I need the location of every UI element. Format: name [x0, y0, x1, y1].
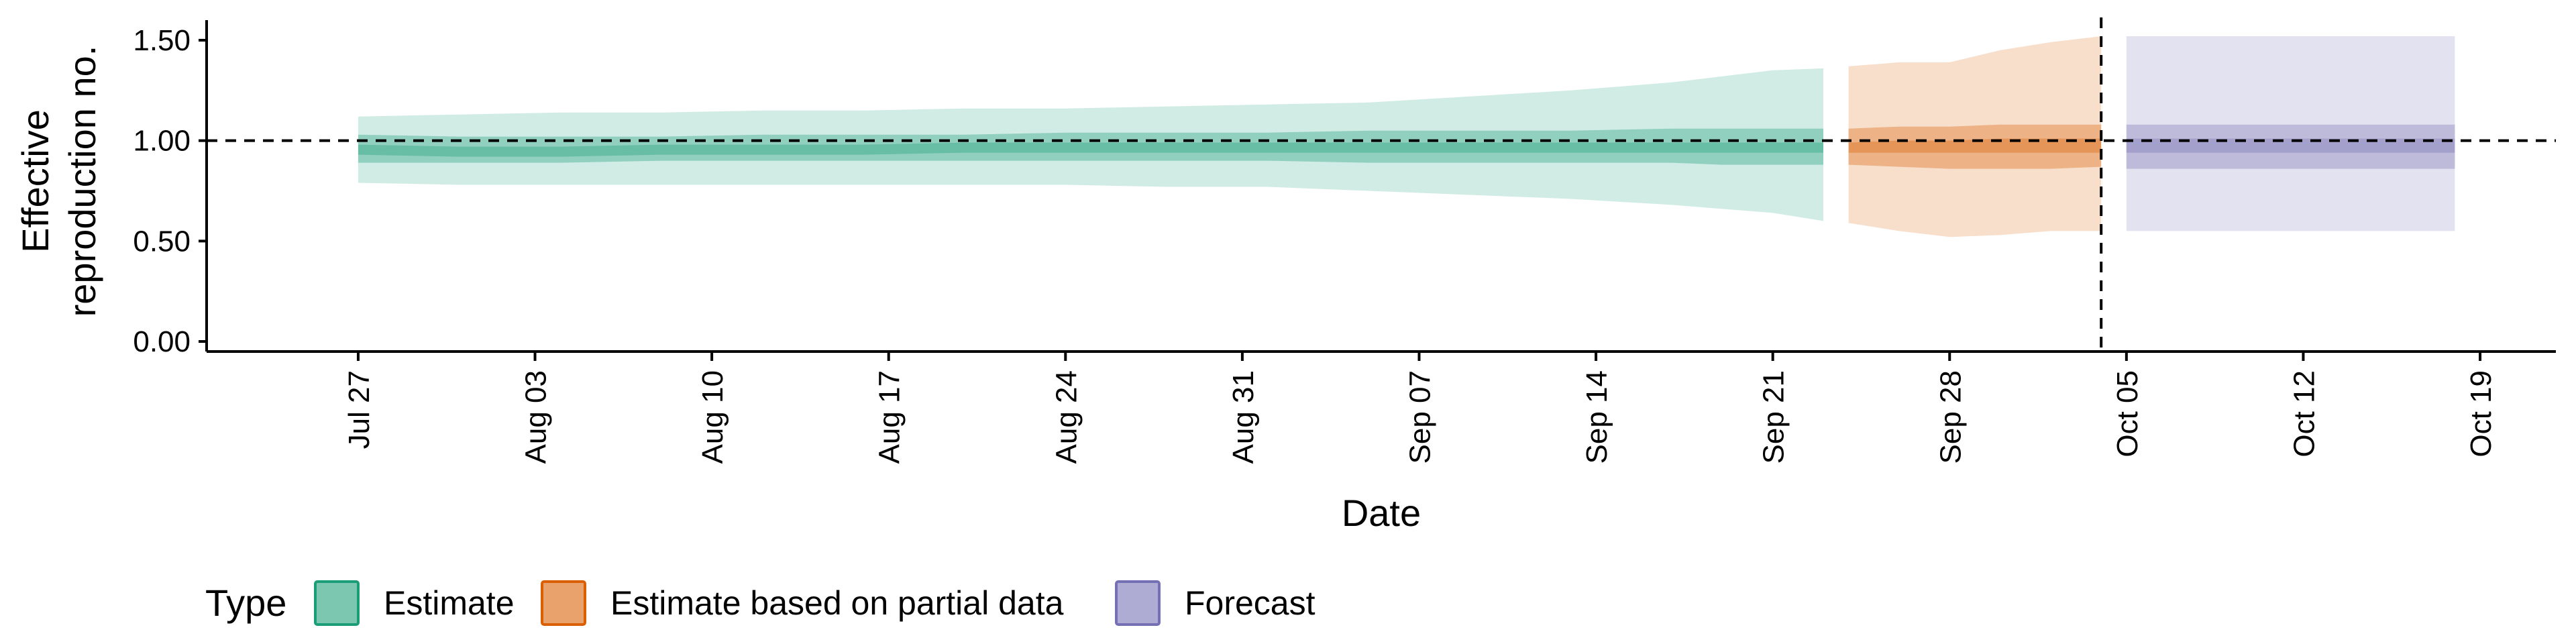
y-axis-title-line-2: reproduction no.: [61, 46, 103, 317]
axes: [205, 20, 2556, 353]
legend-key-forecast: [1115, 580, 1161, 626]
x-tick-label: Oct 19: [2465, 370, 2498, 458]
legend: Type Estimate Estimate based on partial d…: [205, 580, 1316, 626]
forecast-band-90: [2126, 36, 2455, 231]
x-tick-label: Oct 12: [2288, 370, 2320, 458]
x-tick-label: Jul 27: [343, 370, 376, 449]
y-tick-label: 0.00: [133, 325, 191, 358]
x-tick-label: Aug 24: [1050, 370, 1083, 464]
x-tick-label: Aug 03: [520, 370, 553, 464]
legend-label-estimate-based-on-partial-data: Estimate based on partial data: [610, 584, 1064, 622]
estimate-band-50: [358, 128, 1824, 165]
legend-label-forecast: Forecast: [1185, 584, 1316, 622]
y-tick-label: 1.00: [133, 125, 191, 158]
x-tick-label: Sep 21: [1758, 370, 1790, 464]
x-axis-title: Date: [1342, 492, 1421, 534]
estimate-band-90: [358, 68, 1824, 221]
y-tick-label: 1.50: [133, 24, 191, 57]
x-tick-label: Aug 17: [873, 370, 906, 464]
ribbon-layer: [358, 36, 2455, 237]
estimate-based-on-partial-data-band-20: [1848, 138, 2102, 153]
x-tick-label: Aug 10: [696, 370, 729, 464]
estimate-based-on-partial-data-band-50: [1848, 124, 2102, 169]
forecast-band-20: [2126, 138, 2455, 153]
x-tick-label: Aug 31: [1227, 370, 1260, 464]
estimate-band-20: [358, 142, 1824, 157]
x-ticks: Jul 27 Aug 03 Aug 10 Aug 17 Aug 24 Aug 31 Sep …: [343, 352, 2498, 464]
legend-label-estimate: Estimate: [384, 584, 515, 622]
y-ticks: 0.00 0.50 1.00 1.50: [133, 24, 207, 358]
y-tick-label: 0.50: [133, 225, 191, 258]
x-tick-label: Sep 14: [1580, 370, 1613, 464]
legend-key-estimate-based-on-partial-data: [541, 580, 586, 626]
estimate-based-on-partial-data-band-90: [1848, 36, 2102, 237]
y-axis-title-line-1: Effective: [14, 109, 56, 253]
x-tick-label: Sep 28: [1934, 370, 1967, 464]
x-tick-label: Oct 05: [2111, 370, 2144, 458]
x-tick-label: Sep 07: [1404, 370, 1437, 464]
legend-key-estimate: [314, 580, 360, 626]
reference-lines: [207, 17, 2556, 352]
legend-title: Type: [205, 582, 286, 624]
forecast-band-50: [2126, 124, 2455, 169]
